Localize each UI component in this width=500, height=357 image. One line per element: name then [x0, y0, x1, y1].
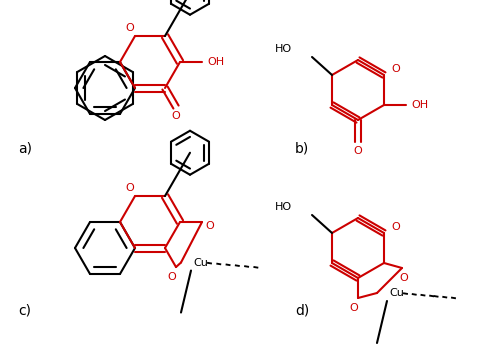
Text: a): a) — [18, 141, 32, 155]
Text: Cu: Cu — [389, 288, 404, 298]
Text: O: O — [400, 273, 408, 283]
Text: O: O — [392, 64, 400, 74]
Text: b): b) — [295, 141, 309, 155]
Text: O: O — [126, 183, 134, 193]
Text: HO: HO — [275, 44, 292, 54]
Text: O: O — [126, 23, 134, 33]
Text: O: O — [354, 146, 362, 156]
Text: O: O — [172, 111, 180, 121]
Text: O: O — [350, 303, 358, 313]
Text: OH: OH — [208, 57, 224, 67]
Text: HO: HO — [275, 202, 292, 212]
Text: OH: OH — [412, 100, 428, 110]
Text: O: O — [392, 222, 400, 232]
Text: c): c) — [18, 303, 31, 317]
Text: O: O — [168, 272, 176, 282]
Text: d): d) — [295, 303, 309, 317]
Text: O: O — [206, 221, 214, 231]
Text: Cu: Cu — [193, 257, 208, 267]
